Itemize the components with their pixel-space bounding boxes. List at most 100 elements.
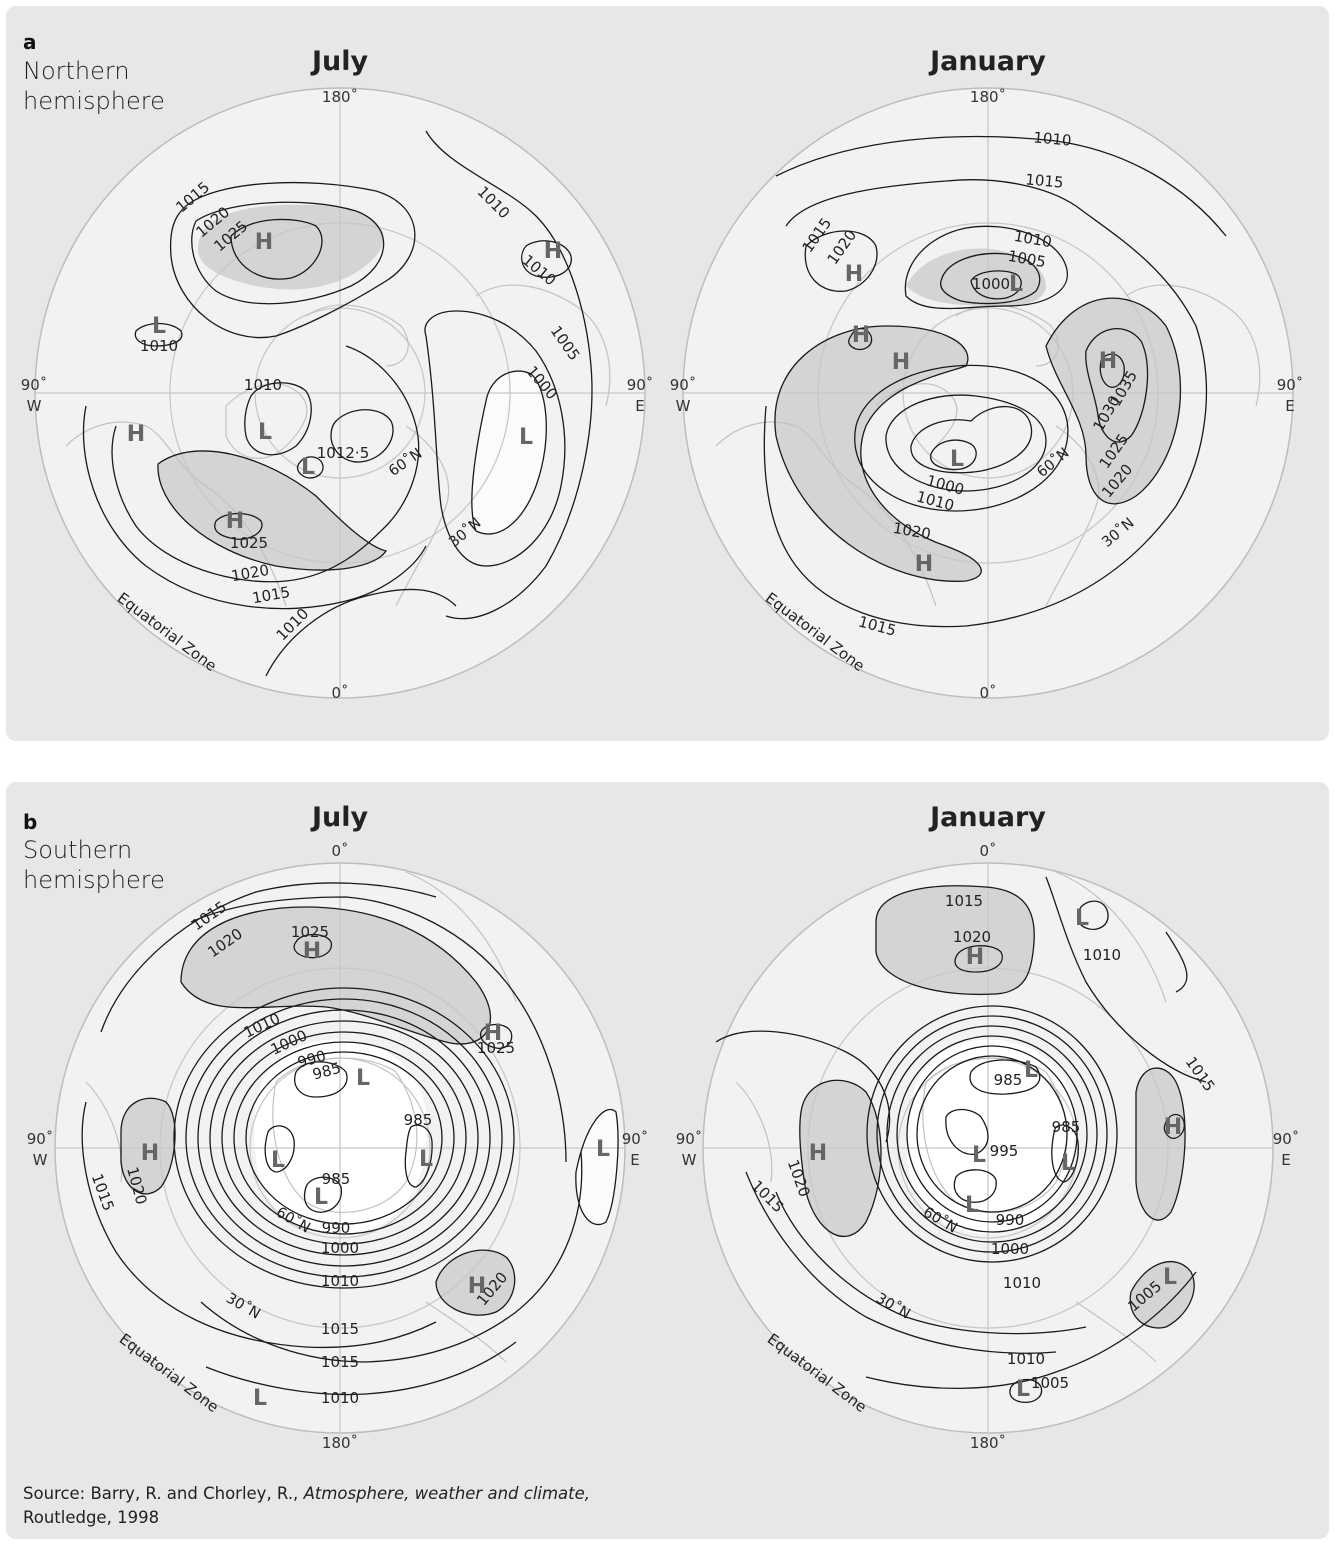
pressure-centre: L [271,1148,285,1173]
pressure-centre: L [1163,1265,1177,1290]
right-degree-label: 90˚ [1277,376,1304,394]
pressure-centre: H [809,1141,827,1166]
pressure-centre: L [1061,1151,1075,1176]
isobar-label: 1020 [953,928,991,946]
pressure-centre: L [519,425,533,450]
pressure-zone [197,204,384,290]
panel-caption: Southern hemisphere [23,835,165,895]
right-degree-label: E [1281,1151,1290,1169]
right-degree-label: 90˚ [627,376,654,394]
pressure-centre: H [1164,1115,1182,1140]
pressure-centre: H [852,323,870,348]
pressure-centre: H [544,239,562,264]
pressure-centre: L [1016,1377,1030,1402]
pressure-centre: H [468,1274,486,1299]
pressure-zone [436,1250,515,1316]
pressure-centre: L [152,314,166,339]
pressure-centre: H [915,552,933,577]
isobar-label: 1010 [1083,946,1121,964]
panel-northern-hemisphere: a Northern hemisphere July [6,6,1329,741]
map-january-north: January [670,46,1304,702]
left-degree-label: 90˚ [676,1130,703,1148]
pressure-centre: L [965,1193,979,1218]
isobar-label: 1025 [477,1039,515,1057]
pressure-centre: L [356,1066,370,1091]
top-degree-label: 180˚ [322,88,358,106]
coastlines [735,871,1167,1363]
caption-line: Northern [23,57,130,85]
right-degree-label: E [1285,397,1294,415]
isobar-label: 1010 [321,1389,359,1407]
map-title: July [310,802,369,833]
panel-letter: a [23,30,37,54]
left-degree-label: W [33,1151,48,1169]
left-degree-label: 90˚ [670,376,697,394]
isobar-label: 1000 [972,275,1010,293]
top-degree-label: 180˚ [970,88,1006,106]
pressure-zone [181,907,491,1044]
isobar-label: 1015 [321,1353,359,1371]
map-january-south: January [676,802,1300,1452]
pressure-centre: H [127,422,145,447]
source-publisher: Routledge, 1998 [23,1508,160,1527]
bottom-degree-label: 180˚ [322,1434,358,1452]
isobar-label: 985 [322,1170,351,1188]
source-prefix: Source: Barry, R. and Chorley, R., [23,1484,304,1503]
isobar-label: 1000 [991,1240,1029,1258]
left-degree-label: 90˚ [27,1130,54,1148]
pressure-centre: H [255,230,273,255]
map-title: January [928,802,1046,833]
bottom-degree-label: 0˚ [331,684,348,702]
bottom-degree-label: 180˚ [970,1434,1006,1452]
isobar-label: 985 [404,1111,433,1129]
source-title: Atmosphere, weather and climate, [303,1484,591,1503]
bottom-degree-label: 0˚ [979,684,996,702]
southern-hemisphere-maps: July [27,802,1300,1452]
isobar-label: 1025 [230,534,268,552]
pressure-centre: L [1009,272,1023,297]
pressure-centre: L [1024,1058,1038,1083]
left-degree-label: 90˚ [21,376,48,394]
isobar-label: 985 [994,1071,1023,1089]
isobar-label: 1015 [1025,170,1065,191]
pressure-zone [471,371,547,534]
isobar-label: 1010 [1033,128,1073,149]
isobar-label: 1025 [291,923,329,941]
isobar-label: 1005 [1031,1374,1069,1392]
isobar-label: 1010 [1007,1350,1045,1368]
left-degree-label: W [676,397,691,415]
map-july-south: July [27,802,649,1452]
caption-line: hemisphere [23,866,165,894]
isobar-label: 1015 [321,1320,359,1338]
pressure-centre: H [1099,349,1117,374]
isobar-label: 990 [322,1219,351,1237]
isobars [82,130,593,677]
pressure-centre: L [419,1147,433,1172]
isobar-label: 985 [1052,1118,1081,1136]
pressure-centre: L [258,420,272,445]
left-degree-label: W [682,1151,697,1169]
isobar-label: 1012·5 [317,444,370,462]
pressure-centre: L [596,1137,610,1162]
pressure-zone [157,450,386,571]
panel-caption: Northern hemisphere [23,56,165,116]
isobar-label: 995 [990,1142,1019,1160]
pressure-centre: H [845,262,863,287]
pressure-centre: H [484,1021,502,1046]
pressure-zone [876,885,1035,995]
panel-letter: b [23,810,38,834]
isobar-label: 1010 [1003,1274,1041,1292]
isobars [763,135,1227,628]
pressure-centre: H [966,945,984,970]
pressure-zone [799,1080,881,1237]
top-degree-label: 0˚ [331,842,348,860]
coastlines [715,284,1261,607]
isobar-label: 990 [996,1211,1025,1229]
top-degree-label: 0˚ [979,842,996,860]
pressure-zone [906,248,1046,306]
caption-line: Southern [23,836,133,864]
map-july-north: July [21,46,654,702]
pressure-zone [774,326,982,582]
source-citation: Source: Barry, R. and Chorley, R., Atmos… [23,1482,590,1530]
right-degree-label: E [630,1151,639,1169]
